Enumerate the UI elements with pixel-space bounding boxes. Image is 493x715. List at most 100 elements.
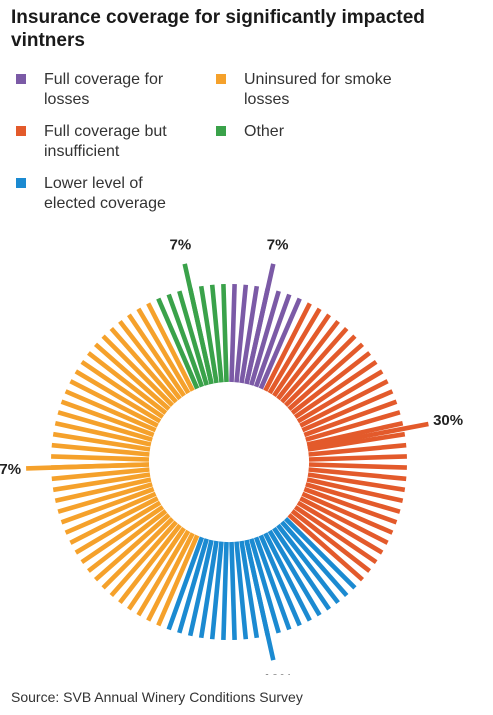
- slice-tick: [305, 482, 401, 514]
- slice-tick: [308, 454, 407, 462]
- slice-tick: [272, 526, 332, 611]
- data-label: 37%: [0, 461, 21, 478]
- slice-pointer: [244, 263, 276, 385]
- slice-tick: [267, 307, 322, 395]
- slice-tick: [156, 297, 200, 390]
- slice-tick: [249, 538, 281, 634]
- legend-item-lower-level: Lower level of elected coverage: [16, 174, 194, 214]
- donut-chart: 7% 30% 19% 37% 7%: [0, 236, 463, 675]
- slice-tick: [290, 351, 372, 415]
- slice-tick: [221, 541, 229, 640]
- slice-tick: [80, 359, 165, 419]
- slice-tick: [272, 313, 332, 398]
- data-label: 7%: [267, 236, 289, 253]
- slice-tick: [301, 491, 394, 535]
- legend-swatch: [16, 178, 26, 188]
- slice-tick: [276, 319, 340, 401]
- legend-swatch: [16, 74, 26, 84]
- slice-tick: [69, 496, 159, 545]
- slice-tick: [198, 285, 219, 384]
- slice-tick: [52, 472, 151, 493]
- slice-tick: [156, 534, 200, 627]
- slice-tick: [303, 486, 398, 525]
- legend-item-uninsured: Uninsured for smoke losses: [216, 70, 394, 110]
- slice-2: [166, 516, 357, 661]
- legend-swatch: [216, 126, 226, 136]
- slice-tick: [187, 539, 214, 637]
- slice-tick: [296, 369, 384, 424]
- legend-swatch: [16, 126, 26, 136]
- slice-tick: [267, 529, 322, 617]
- slice-tick: [307, 472, 406, 493]
- slice-tick: [126, 526, 186, 611]
- slice-tick: [263, 532, 312, 622]
- slice-tick: [86, 509, 168, 573]
- slice-tick: [64, 389, 157, 433]
- slice-tick: [101, 516, 175, 590]
- slice-pointer: [26, 462, 150, 471]
- slice-tick: [301, 389, 394, 433]
- slice-tick: [54, 477, 152, 504]
- legend-swatch: [216, 74, 226, 84]
- slice-pointer: [307, 421, 429, 450]
- slice-tick: [54, 420, 152, 447]
- slice-tick: [136, 529, 191, 617]
- slice-tick: [239, 540, 260, 639]
- slice-tick: [283, 516, 357, 590]
- slice-1: [263, 302, 429, 582]
- slice-tick: [296, 500, 384, 555]
- slice-tick: [118, 319, 182, 401]
- slice-tick: [60, 399, 155, 438]
- data-label: 7%: [170, 236, 192, 253]
- slice-tick: [299, 379, 389, 428]
- slice-tick: [287, 513, 365, 582]
- slice-tick: [276, 523, 340, 605]
- source-note: Source: SVB Annual Winery Conditions Sur…: [11, 689, 303, 705]
- slice-tick: [234, 541, 249, 640]
- slice-tick: [229, 541, 237, 640]
- data-label: 30%: [433, 412, 463, 429]
- legend-label: Other: [244, 123, 285, 140]
- slice-tick: [118, 523, 182, 605]
- legend-label: Full coverage but insufficient: [44, 123, 167, 160]
- slice-tick: [308, 442, 407, 457]
- slice-tick: [308, 462, 407, 470]
- slice-pointer: [244, 539, 276, 661]
- legend-item-full-coverage: Full coverage for losses: [16, 70, 194, 110]
- slice-tick: [93, 342, 171, 411]
- slice-tick: [146, 302, 195, 392]
- legend-label: Uninsured for smoke losses: [244, 71, 392, 108]
- slice-tick: [86, 351, 168, 415]
- slice-tick: [166, 536, 205, 631]
- slice-0: [229, 263, 302, 390]
- slice-tick: [126, 313, 186, 398]
- slice-tick: [287, 342, 365, 411]
- slice-tick: [308, 467, 407, 482]
- slice-tick: [293, 359, 378, 419]
- slice-tick: [306, 420, 404, 447]
- slice-tick: [209, 541, 224, 640]
- slice-tick: [51, 454, 150, 462]
- slice-tick: [305, 410, 401, 442]
- slice-tick: [258, 534, 302, 627]
- slice-tick: [101, 334, 175, 408]
- slice-3: [26, 302, 200, 627]
- slice-tick: [263, 302, 312, 392]
- slice-tick: [229, 284, 237, 383]
- slice-tick: [221, 284, 229, 383]
- slice-tick: [146, 532, 195, 622]
- slice-tick: [299, 496, 389, 545]
- legend-label: Lower level of elected coverage: [44, 175, 166, 212]
- slice-tick: [136, 307, 191, 395]
- slice-tick: [253, 536, 292, 631]
- slice-pointer: [182, 263, 214, 385]
- slice-tick: [177, 538, 209, 634]
- slice-tick: [69, 379, 159, 428]
- slice-tick: [280, 326, 349, 404]
- slice-tick: [177, 290, 209, 386]
- slice-tick: [306, 477, 404, 504]
- slice-tick: [60, 486, 155, 525]
- slice-tick: [109, 520, 178, 598]
- slice-tick: [307, 431, 406, 452]
- slice-tick: [74, 369, 162, 424]
